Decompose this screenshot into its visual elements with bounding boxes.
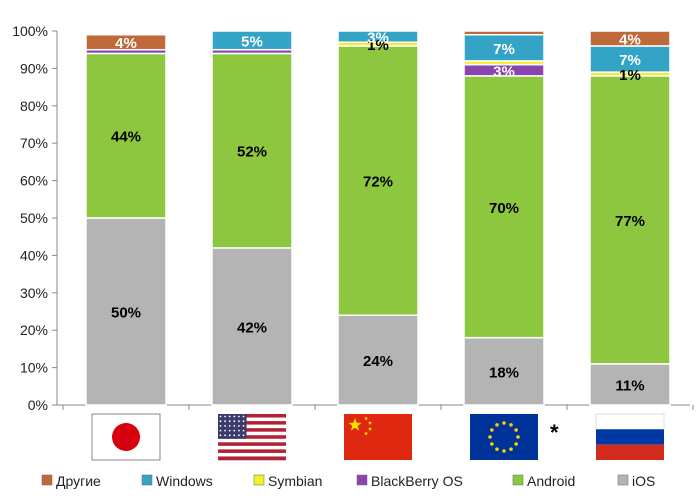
data-label: 70% (489, 200, 519, 217)
data-label: 7% (493, 41, 515, 58)
legend-label: Другие (56, 473, 101, 489)
legend-item-windows: Windows (142, 473, 213, 489)
legend-label: Windows (156, 473, 213, 489)
data-label: 24% (363, 353, 393, 370)
legend-label: Symbian (268, 473, 322, 489)
bar-stack-japan: 50% 44% 4% (86, 35, 166, 405)
bar-stack-russia: 11% 77% 1%7% 4% (590, 31, 670, 405)
bar-stack-china: 24%72%1%3% (338, 30, 418, 405)
legend-swatch (618, 475, 628, 485)
bars: 50% 44% 4% 42% 52% 5% 24% 72% 1% 3% 18% 70% 3% 7% 11% 7… (86, 30, 670, 405)
y-tick-label: 30% (20, 285, 48, 301)
bar-segment-другие (464, 31, 544, 35)
eu-flag (470, 414, 538, 460)
usa-flag (218, 414, 286, 460)
data-label: 42% (237, 319, 267, 336)
y-tick-label: 0% (28, 397, 48, 413)
data-label: 3% (367, 30, 389, 47)
data-label: 52% (237, 144, 267, 161)
y-tick-label: 70% (20, 135, 48, 151)
legend-swatch (513, 475, 523, 485)
data-label: 50% (111, 305, 141, 322)
y-tick-label: 10% (20, 360, 48, 376)
eu-footnote-mark: * (550, 420, 559, 445)
legend-label: BlackBerry OS (371, 473, 463, 489)
legend-swatch (254, 475, 264, 485)
data-label: 7% (619, 52, 641, 69)
y-tick-label: 90% (20, 60, 48, 76)
data-label: 77% (615, 213, 645, 230)
data-label: 72% (363, 174, 393, 191)
legend-swatch (142, 475, 152, 485)
bar-stack-usa: 42% 52% 5% (212, 31, 292, 405)
legend-item-android: Android (513, 473, 575, 489)
legend: Другие Windows Symbian BlackBerry OS Android… (42, 473, 655, 489)
russia-flag (596, 414, 664, 460)
country-flags: * (92, 414, 664, 460)
data-label: 4% (115, 35, 137, 52)
y-tick-label: 50% (20, 210, 48, 226)
legend-item-symbian: Symbian (254, 473, 322, 489)
legend-item-ios: iOS (618, 473, 655, 489)
data-label: 11% (615, 377, 644, 394)
data-label: 44% (111, 129, 141, 146)
legend-swatch (42, 475, 52, 485)
legend-label: iOS (632, 473, 655, 489)
y-tick-label: 100% (12, 23, 48, 39)
china-flag (344, 414, 412, 460)
y-tick-label: 80% (20, 98, 48, 114)
data-label: 1% (619, 67, 641, 84)
bar-stack-eu: 18% 70% 3% 7% (464, 31, 544, 405)
y-tick-label: 60% (20, 173, 48, 189)
data-label: 5% (241, 33, 263, 50)
y-tick-label: 20% (20, 322, 48, 338)
y-tick-label: 40% (20, 247, 48, 263)
data-label: 18% (489, 364, 519, 381)
data-label: 3% (493, 63, 515, 80)
legend-label: Android (527, 473, 575, 489)
data-label: 4% (619, 31, 641, 48)
legend-swatch (357, 475, 367, 485)
legend-item-blackberry-os: BlackBerry OS (357, 473, 463, 489)
legend-item-другие: Другие (42, 473, 101, 489)
japan-flag (92, 414, 160, 460)
